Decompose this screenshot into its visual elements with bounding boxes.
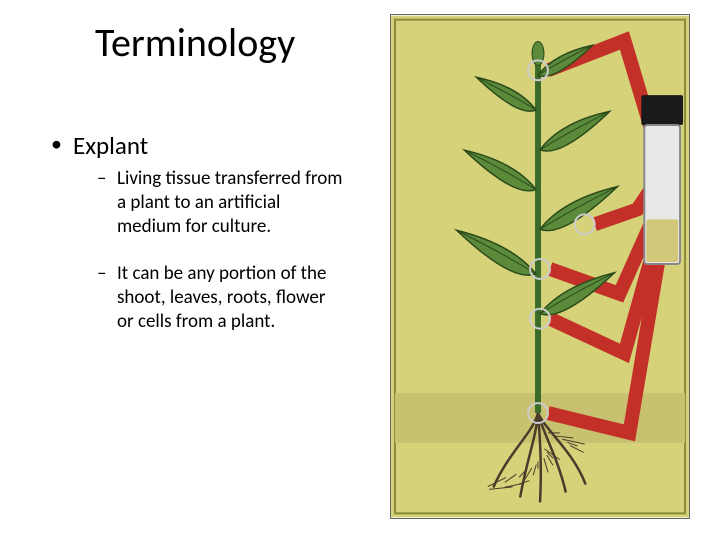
bullet-term: Explant Living tissue transferred from a… [45,130,345,334]
slide-title: Terminology [95,18,295,67]
sub-bullet: Living tissue transferred from a plant t… [97,167,345,238]
content-area: Explant Living tissue transferred from a… [45,130,345,358]
sub-bullet: It can be any portion of the shoot, leav… [97,262,345,333]
sub-bullet-list: Living tissue transferred from a plant t… [73,167,345,334]
explant-diagram [390,14,690,519]
term-label: Explant [73,130,148,161]
slide: Terminology Explant Living tissue transf… [0,0,720,540]
